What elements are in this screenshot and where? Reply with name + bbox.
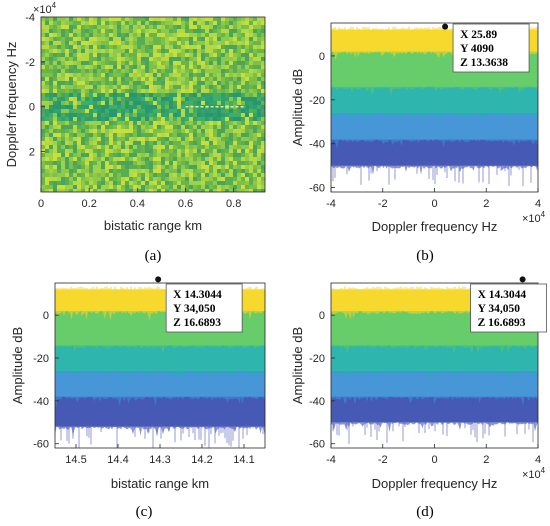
plot-frame-a bbox=[40, 16, 266, 193]
series-blue bbox=[55, 370, 265, 407]
y-tick-label: -40 bbox=[309, 139, 325, 151]
x-tick-label: 2 bbox=[483, 454, 489, 466]
deep-spikes bbox=[60, 424, 264, 448]
x-tick-label: -2 bbox=[378, 454, 388, 466]
heatmap-cells bbox=[41, 17, 265, 192]
trace-edge-teal bbox=[331, 86, 538, 123]
datatip-line: Y 4090 bbox=[460, 43, 494, 55]
datatip-line: Y 34,050 bbox=[478, 303, 521, 315]
trace-edge-teal bbox=[331, 345, 538, 381]
x-axis-label: Doppler frequency Hz bbox=[372, 219, 498, 234]
trace-edge-purple bbox=[55, 396, 265, 437]
y-axis-label: Amplitude dB bbox=[10, 327, 25, 404]
axis-multiplier-a: ×104 bbox=[33, 1, 57, 16]
panel-c: 14.5 14.4 14.3 14.2 14.1 0 -20 -40 -60 bistatic r… bbox=[10, 276, 266, 520]
panel-label-c: (c) bbox=[136, 504, 153, 520]
series-purple bbox=[331, 139, 538, 175]
datatip-background bbox=[165, 283, 243, 333]
trace-edge-purple bbox=[331, 139, 538, 175]
datatip-line: Z 13.3638 bbox=[460, 57, 508, 69]
datatip-marker[interactable] bbox=[519, 276, 526, 283]
x-tick-label: -4 bbox=[326, 198, 336, 210]
y-axis-label: Amplitude dB bbox=[290, 69, 305, 146]
datatip-line: X 14.3044 bbox=[478, 289, 527, 301]
trace-edge-blue bbox=[55, 370, 265, 407]
datatip-line: Z 16.6893 bbox=[173, 317, 221, 329]
axis-multiplier-d: ×104 bbox=[522, 466, 546, 481]
trace-edge-blue bbox=[331, 370, 538, 406]
spectrum-traces bbox=[331, 286, 538, 444]
datatip-marker[interactable] bbox=[155, 276, 162, 283]
series-purple bbox=[55, 396, 265, 437]
y-tick-label: -20 bbox=[309, 95, 325, 107]
x-axis-label: bistatic range km bbox=[104, 218, 202, 233]
y-tick-label: 2 bbox=[29, 147, 35, 159]
datatip-line: X 14.3044 bbox=[173, 289, 222, 301]
y-axis-label: Doppler frequency Hz bbox=[4, 42, 19, 168]
x-tick-label: 0.6 bbox=[178, 198, 193, 210]
axis-multiplier-b: ×104 bbox=[522, 210, 546, 225]
series-teal bbox=[331, 345, 538, 381]
series-blue bbox=[331, 370, 538, 406]
x-tick-label: -4 bbox=[326, 454, 336, 466]
y-tick-label: -40 bbox=[309, 396, 325, 408]
y-tick-label: -4 bbox=[25, 12, 35, 24]
x-tick-label: 0 bbox=[431, 198, 437, 210]
deep-spikes bbox=[332, 420, 534, 444]
y-axis-label: Amplitude dB bbox=[290, 327, 305, 404]
x-axis-label: Doppler frequency Hz bbox=[372, 476, 498, 491]
y-tick-label: -20 bbox=[309, 353, 325, 365]
datatip-box: X 25.89 Y 4090 Z 13.3638 bbox=[452, 23, 530, 73]
y-tick-label: 0 bbox=[319, 51, 325, 63]
x-tick-label: 0.4 bbox=[130, 198, 145, 210]
y-tick-label: 0 bbox=[319, 310, 325, 322]
datatip-line: Z 16.6893 bbox=[478, 317, 526, 329]
datatip-marker[interactable] bbox=[442, 23, 449, 30]
x-tick-label: -2 bbox=[378, 198, 388, 210]
x-tick-label: 2 bbox=[483, 198, 489, 210]
datatip-line: Y 34,050 bbox=[173, 303, 216, 315]
x-tick-label: 14.5 bbox=[65, 454, 86, 466]
x-tick-label: 0.2 bbox=[82, 198, 97, 210]
x-tick-label: 14.2 bbox=[191, 454, 212, 466]
y-tick-label: 0 bbox=[29, 102, 35, 114]
y-tick-label: -2 bbox=[25, 57, 35, 69]
x-axis-label: bistatic range km bbox=[111, 476, 209, 491]
datatip-box: X 14.3044 Y 34,050 Z 16.6893 bbox=[470, 283, 548, 333]
y-tick-label: -60 bbox=[33, 439, 49, 451]
datatip-line: X 25.89 bbox=[460, 29, 497, 41]
trace-edge-purple bbox=[331, 396, 538, 432]
x-tick-label: 14.4 bbox=[107, 454, 128, 466]
y-tick-label: -40 bbox=[33, 396, 49, 408]
panel-label-a: (a) bbox=[145, 248, 162, 264]
y-tick-label: 0 bbox=[43, 310, 49, 322]
x-tick-label: 0 bbox=[38, 198, 44, 210]
trace-edge-teal bbox=[55, 345, 265, 381]
trace-edge-blue bbox=[331, 112, 538, 150]
x-tick-label: 14.3 bbox=[149, 454, 170, 466]
deep-spikes bbox=[331, 163, 538, 187]
y-tick-label: -60 bbox=[309, 439, 325, 451]
datatip-background bbox=[452, 23, 530, 73]
datatip-box: X 14.3044 Y 34,050 Z 16.6893 bbox=[165, 283, 243, 333]
x-tick-label: 0 bbox=[431, 454, 437, 466]
y-tick-label: -20 bbox=[33, 353, 49, 365]
panel-label-d: (d) bbox=[416, 504, 434, 520]
y-tick-label: -60 bbox=[309, 183, 325, 195]
panel-label-b: (b) bbox=[416, 248, 434, 264]
series-teal bbox=[55, 345, 265, 381]
panel-a: 0 0.2 0.4 0.6 0.8 -4 -2 0 2 bistatic range km Dopp… bbox=[4, 1, 266, 264]
series-teal bbox=[331, 86, 538, 123]
x-tick-label: 0.8 bbox=[226, 198, 241, 210]
x-tick-label: 14.1 bbox=[233, 454, 254, 466]
x-tick-label: 4 bbox=[535, 454, 541, 466]
x-tick-label: 4 bbox=[535, 198, 541, 210]
datatip-background bbox=[470, 283, 548, 333]
